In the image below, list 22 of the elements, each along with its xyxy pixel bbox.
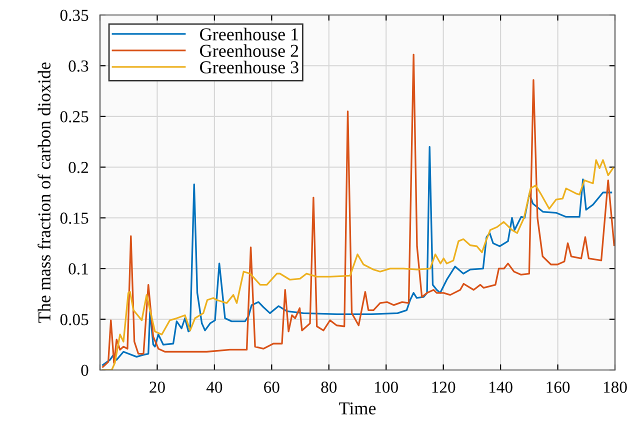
legend-label: Greenhouse 3 [200, 60, 298, 74]
x-tick-label: 120 [432, 382, 456, 393]
x-tick-label: 60 [264, 382, 280, 393]
y-axis-title: The mass fraction of carbon dioxide [38, 62, 50, 323]
y-tick-label: 0.1 [68, 263, 88, 275]
x-tick-label: 40 [206, 382, 222, 393]
legend-label: Greenhouse 1 [200, 28, 298, 40]
y-tick-label: 0 [81, 364, 88, 376]
y-tick-label: 0.2 [68, 162, 88, 174]
y-tick-label: 0.25 [60, 111, 88, 122]
legend-label: Greenhouse 2 [200, 44, 298, 57]
x-tick-label: 180 [604, 382, 627, 393]
x-tick-label: 100 [375, 382, 398, 393]
x-tick-label: 140 [490, 382, 512, 393]
x-axis-title: Time [339, 402, 376, 414]
x-tick-label: 20 [150, 382, 165, 393]
y-tick-label: 0.35 [60, 10, 88, 22]
x-tick-label: 80 [321, 382, 337, 393]
y-tick-label: 0.3 [68, 60, 88, 72]
y-tick-label: 0.05 [60, 314, 88, 326]
x-tick-label: 160 [546, 382, 570, 393]
y-tick-label: 0.15 [60, 212, 88, 224]
